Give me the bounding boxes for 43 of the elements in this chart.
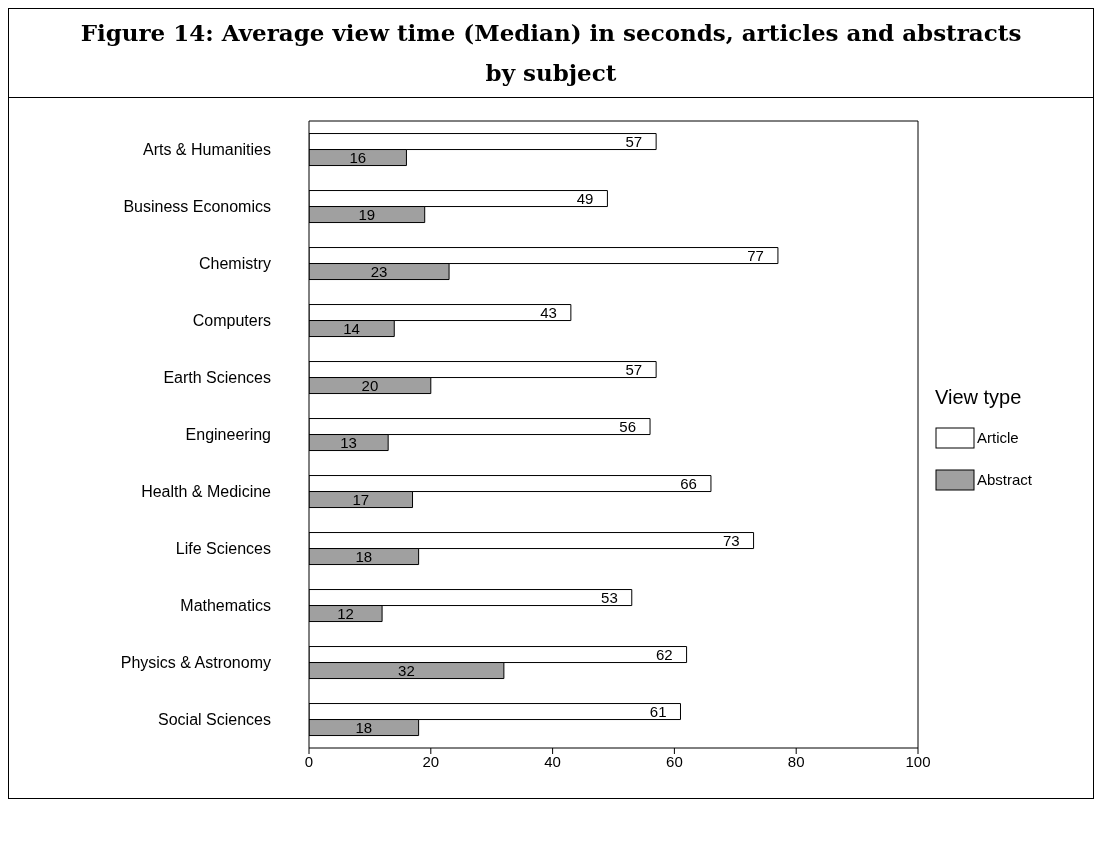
data-label: 62 [655,645,673,663]
data-label: 20 [361,376,379,394]
data-label: 14 [343,319,360,337]
x-tick-label: 40 [544,752,561,770]
x-tick-label: 100 [905,752,931,770]
data-label: 61 [649,702,667,720]
y-tick-label: Business Economics [123,198,271,216]
data-label: 66 [680,474,697,492]
data-label: 53 [601,588,618,606]
x-tick-label: 0 [304,752,314,770]
data-label: 13 [340,433,357,451]
y-tick-label: Mathematics [180,597,271,615]
legend-title: View type [935,385,1023,409]
y-tick-label: Computers [192,312,271,330]
data-label: 77 [747,246,764,264]
data-label: 12 [337,604,354,622]
y-tick-label: Life Sciences [175,540,271,558]
data-label: 16 [349,148,367,166]
y-tick-label: Social Sciences [158,711,271,729]
data-label: 43 [540,303,557,321]
data-label: 18 [355,547,373,565]
data-label: 56 [619,417,637,435]
data-label: 73 [722,531,740,549]
y-tick-label: Earth Sciences [163,369,271,387]
data-label: 57 [625,132,643,150]
y-tick-label: Engineering [185,426,271,444]
y-tick-label: Chemistry [198,255,271,273]
legend-label: Abstract [977,471,1033,488]
data-label: 17 [352,490,370,508]
data-label: 49 [576,189,594,207]
x-tick-label: 60 [666,752,683,770]
legend-label: Article [977,429,1019,446]
data-label: 32 [398,661,415,679]
data-label: 19 [358,205,376,223]
x-tick-label: 20 [422,752,440,770]
data-label: 57 [625,360,643,378]
chart-title: Figure 14: Average view time (Median) in seconds, articles and abstracts by subject [9,9,1093,98]
y-tick-label: Health & Medicine [141,483,272,501]
data-label: 18 [355,718,373,736]
y-tick-label: Arts & Humanities [142,141,271,159]
y-tick-label: Physics & Astronomy [120,654,271,672]
data-label: 23 [370,262,388,280]
x-tick-label: 80 [787,752,805,770]
